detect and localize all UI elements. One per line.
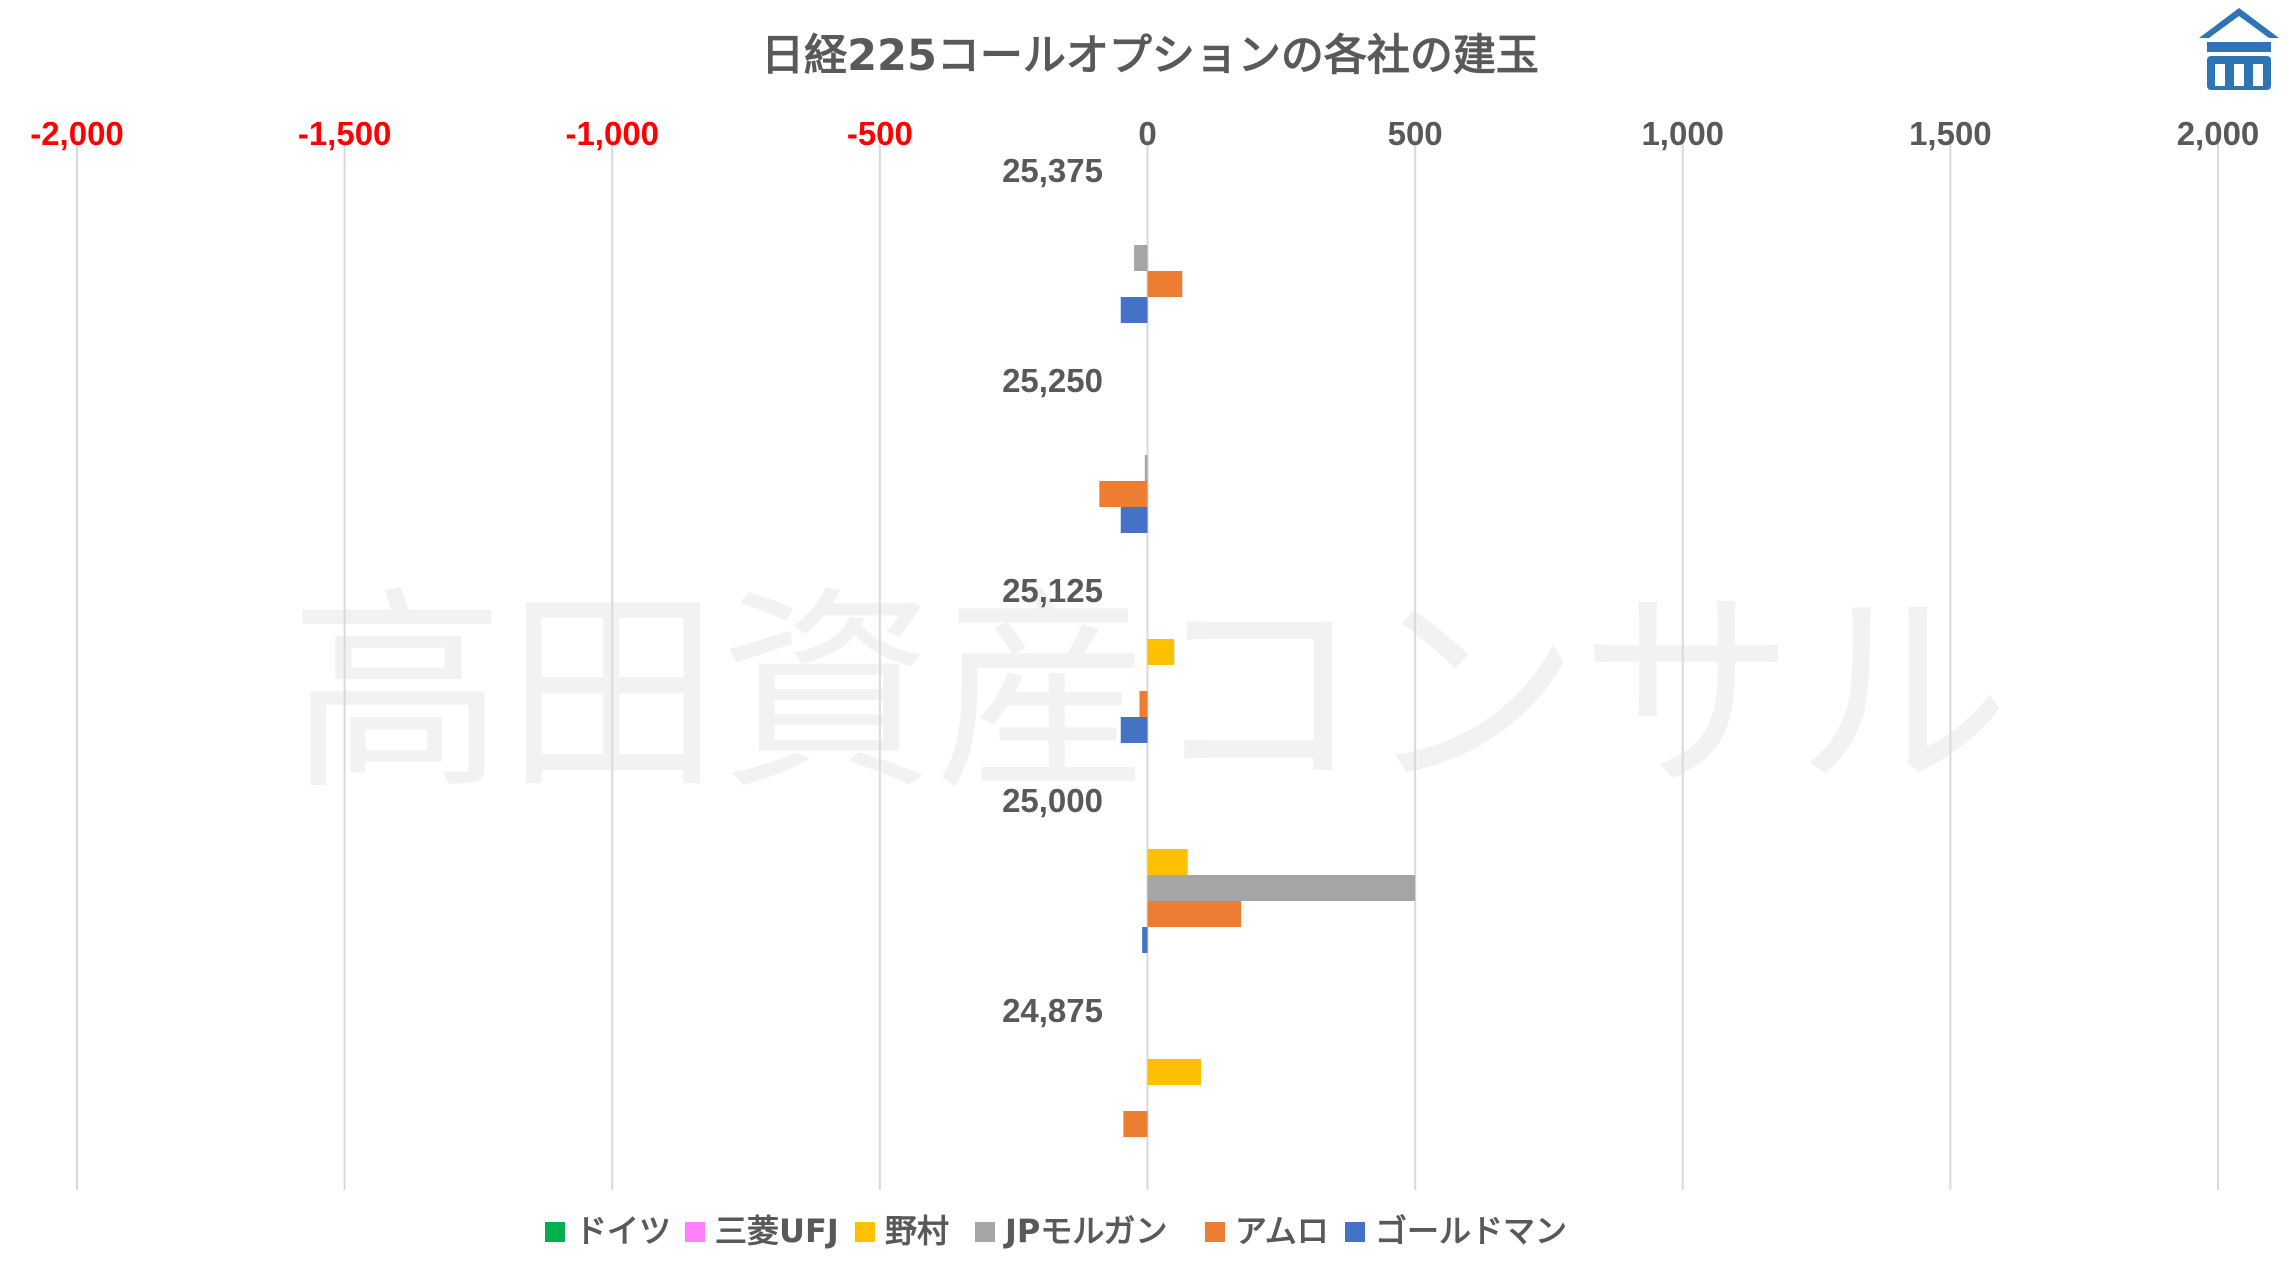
- legend-swatch: [975, 1222, 995, 1242]
- legend-swatch: [1345, 1222, 1365, 1242]
- bar: [1139, 691, 1148, 717]
- x-tick-label: -500: [847, 115, 913, 152]
- legend-label: JPモルガン: [1003, 1212, 1167, 1250]
- legend-swatch: [1205, 1222, 1225, 1242]
- x-tick-label: -1,000: [565, 115, 659, 152]
- legend-label: ドイツ: [575, 1212, 671, 1250]
- bar: [1120, 717, 1148, 743]
- legend-swatch: [685, 1222, 705, 1242]
- x-tick-label: -1,500: [298, 115, 392, 152]
- legend-label: 三菱UFJ: [715, 1212, 839, 1250]
- category-labels: 25,375 25,250 25,125 25,000 24,875: [1002, 152, 1103, 1029]
- bar: [1123, 1111, 1148, 1137]
- x-tick-label: 2,000: [2177, 115, 2260, 152]
- category-label: 25,250: [1002, 362, 1103, 399]
- watermark-layer: 高田資産コンサル: [290, 568, 2010, 819]
- legend-swatch: [545, 1222, 565, 1242]
- bar: [1099, 481, 1148, 507]
- bar: [1147, 271, 1183, 297]
- bar: [1147, 639, 1175, 665]
- logo-icon: [2199, 8, 2279, 90]
- legend-label: アムロ: [1235, 1212, 1329, 1250]
- bars: [1099, 245, 1416, 1137]
- category-label: 25,375: [1002, 152, 1103, 189]
- chart-title: 日経225コールオプションの各社の建玉: [761, 31, 1539, 81]
- x-tick-label: 500: [1388, 115, 1443, 152]
- x-tick-label: -2,000: [30, 115, 124, 152]
- legend-label: 野村: [885, 1212, 949, 1250]
- x-tick-label: 0: [1138, 115, 1156, 152]
- bar: [1147, 1059, 1202, 1085]
- bar: [1147, 901, 1242, 927]
- legend: ドイツ 三菱UFJ 野村 JPモルガン アムロ ゴールドマン: [545, 1212, 1567, 1250]
- watermark-text: 高田資産コンサル: [290, 568, 2010, 819]
- bar: [1144, 455, 1148, 481]
- bar: [1147, 849, 1188, 875]
- category-label: 24,875: [1002, 992, 1103, 1029]
- bar: [1147, 875, 1416, 901]
- bar: [1134, 245, 1148, 271]
- x-tick-label: 1,500: [1909, 115, 1992, 152]
- bar: [1120, 297, 1148, 323]
- category-label: 25,000: [1002, 782, 1103, 819]
- legend-label: ゴールドマン: [1375, 1212, 1567, 1250]
- legend-swatch: [855, 1222, 875, 1242]
- category-label: 25,125: [1002, 572, 1103, 609]
- x-tick-label: 1,000: [1641, 115, 1724, 152]
- x-axis-ticks: -2,000 -1,500 -1,000 -500 0 500 1,000 1,500 2,00…: [30, 115, 2259, 152]
- bar: [1142, 927, 1148, 953]
- bar: [1120, 507, 1148, 533]
